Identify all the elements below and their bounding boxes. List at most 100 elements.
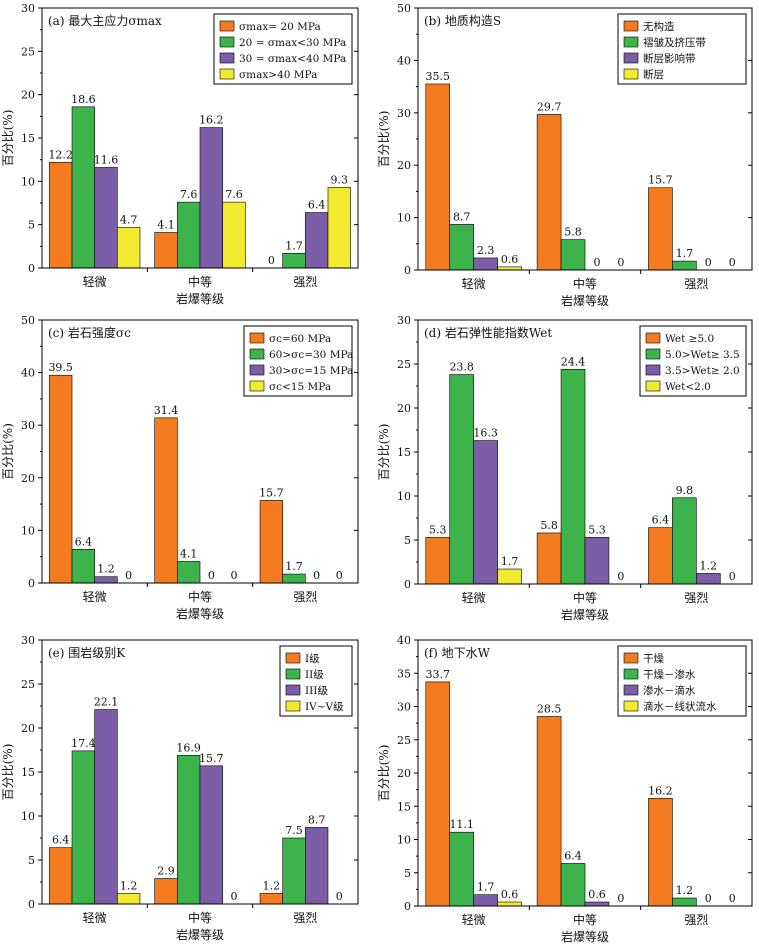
chart-title: (e) 围岩级别K <box>48 645 126 660</box>
y-tick-label: 10 <box>397 834 411 847</box>
y-tick-label: 20 <box>21 722 35 735</box>
x-tick-label: 强烈 <box>293 911 317 925</box>
data-label: 7.6 <box>180 188 198 201</box>
data-label: 0 <box>230 890 237 903</box>
y-tick-label: 0 <box>404 264 411 277</box>
data-label: 22.1 <box>94 696 119 709</box>
data-label: 0 <box>208 569 215 582</box>
bar-1-0 <box>536 532 562 585</box>
legend-swatch <box>219 68 235 80</box>
bar-2-3 <box>327 187 351 269</box>
bar-0-1 <box>71 549 95 584</box>
legend-swatch <box>219 36 235 48</box>
x-axis-label: 岩爆等级 <box>176 291 224 306</box>
bar-0-3 <box>117 226 141 269</box>
data-label: 29.7 <box>537 100 562 113</box>
y-tick-label: 15 <box>21 766 35 779</box>
y-tick-label: 10 <box>21 175 35 188</box>
data-label: 6.4 <box>308 199 326 212</box>
y-tick-label: 40 <box>397 634 411 647</box>
y-tick-label: 0 <box>28 262 35 275</box>
data-label: 6.4 <box>52 834 70 847</box>
y-tick-label: 20 <box>397 767 411 780</box>
data-label: 12.2 <box>48 148 73 161</box>
x-tick-label: 中等 <box>188 274 212 289</box>
data-label: 0 <box>729 256 736 269</box>
legend-swatch <box>285 700 301 712</box>
x-tick-label: 强烈 <box>684 277 708 291</box>
legend-swatch <box>285 652 301 664</box>
legend-swatch <box>219 20 235 32</box>
x-axis-label: 岩爆等级 <box>176 927 224 942</box>
chart-panel-4: 0 5 10 15 20 25 30 6.4 17.4 22.1 1.2 轻微 2.9 16.915.7 0… <box>1 634 359 942</box>
data-label: 2.3 <box>477 244 495 257</box>
data-label: 1.2 <box>263 879 281 892</box>
legend <box>617 13 747 85</box>
legend-label: IV~V级 <box>305 701 344 713</box>
data-label: 9.3 <box>331 173 349 186</box>
y-tick-label: 50 <box>397 2 411 15</box>
data-label: 16.9 <box>176 741 201 754</box>
bar-2-0 <box>259 500 283 584</box>
legend-label: III级 <box>305 685 328 697</box>
y-tick-label: 20 <box>21 472 35 485</box>
legend-label: 滴水－线状流水 <box>643 700 717 713</box>
legend-swatch <box>623 668 639 680</box>
y-tick-label: 15 <box>397 800 411 813</box>
x-tick-label: 轻微 <box>462 913 486 927</box>
data-label: 16.2 <box>199 114 224 127</box>
data-label: 23.8 <box>449 361 474 374</box>
legend-label: 断层影响带 <box>643 52 696 65</box>
data-label: 9.8 <box>676 484 694 497</box>
data-label: 35.5 <box>426 70 451 83</box>
y-tick-label: 10 <box>397 212 411 225</box>
y-tick-label: 25 <box>21 45 35 58</box>
y-tick-label: 15 <box>397 446 411 459</box>
bar-1-2 <box>584 537 610 585</box>
legend-swatch <box>645 332 661 344</box>
data-label: 7.5 <box>285 824 303 837</box>
y-tick-label: 0 <box>28 577 35 590</box>
data-label: 0 <box>125 569 132 582</box>
data-label: 0.6 <box>501 253 519 266</box>
legend-label: 3.5>Wet≥ 2.0 <box>665 365 740 377</box>
legend-label: 30 = σmax<40 MPa <box>239 53 346 65</box>
bar-1-0 <box>154 232 178 269</box>
legend-label: σc=60 MPa <box>269 333 331 345</box>
legend-swatch <box>645 364 661 376</box>
data-label: 1.7 <box>501 555 519 568</box>
legend-swatch <box>645 348 661 360</box>
y-tick-label: 15 <box>21 132 35 145</box>
x-tick-label: 中等 <box>573 590 597 605</box>
bar-0-0 <box>49 161 73 269</box>
bar-0-1 <box>449 374 474 585</box>
legend-label: 30>σc=15 MPa <box>269 365 353 377</box>
bar-0-1 <box>449 224 474 271</box>
data-label: 11.6 <box>94 153 119 166</box>
y-tick-label: 10 <box>21 810 35 823</box>
chart-panel-2: 0 10 20 30 40 50 39.5 6.4 1.2 0 轻微 31.4 4.1 0 0 中等 15.7 1… <box>1 314 359 621</box>
data-label: 4.1 <box>157 218 175 231</box>
plot-frame <box>41 319 359 584</box>
bar-2-2 <box>305 827 329 905</box>
y-tick-label: 40 <box>21 367 35 380</box>
bar-2-0 <box>259 893 283 905</box>
bar-0-3 <box>497 568 522 585</box>
legend-label: σc<15 MPa <box>269 381 331 393</box>
data-label: 16.3 <box>473 427 498 440</box>
bar-0-2 <box>473 894 498 907</box>
x-tick-label: 中等 <box>188 910 212 925</box>
y-axis-label: 百分比(%) <box>377 111 391 168</box>
data-label: 0.6 <box>501 888 519 901</box>
legend-label: 20 = σmax<30 MPa <box>239 37 346 49</box>
bar-1-1 <box>560 863 586 907</box>
chart-title: (d) 岩石弹性能指数Wet <box>424 325 552 340</box>
plot-frame <box>417 319 753 585</box>
bar-1-1 <box>560 239 586 271</box>
bar-1-1 <box>177 754 201 905</box>
y-axis-label: 百分比(%) <box>1 110 15 167</box>
bar-0-0 <box>425 681 451 907</box>
bar-2-1 <box>672 260 697 271</box>
x-axis-label: 岩爆等级 <box>561 293 609 308</box>
legend-swatch <box>249 348 265 360</box>
